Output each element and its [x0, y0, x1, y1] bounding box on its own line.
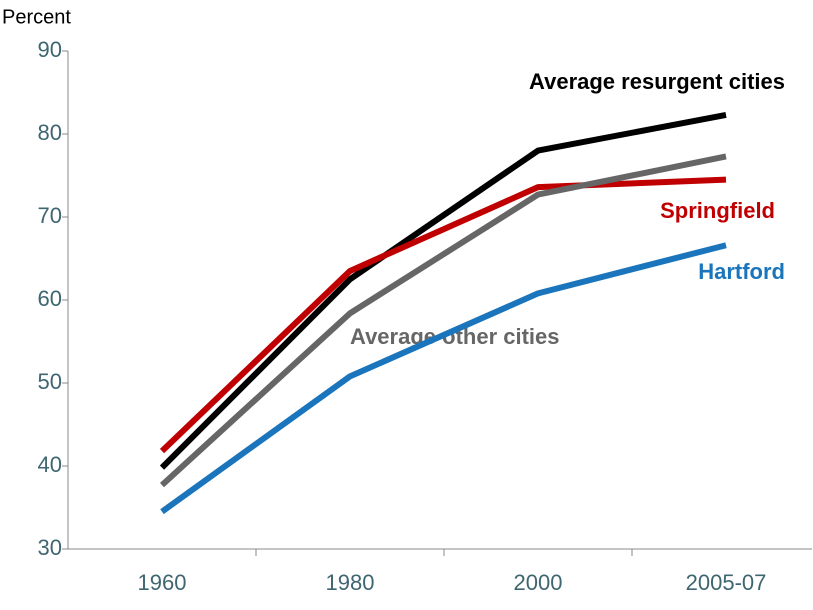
series-label: Springfield	[660, 198, 775, 223]
y-tick-label: 50	[38, 369, 62, 394]
x-tick-label: 2000	[514, 570, 563, 595]
series-line	[160, 242, 727, 515]
y-tick-label: 90	[38, 37, 62, 62]
x-tick-label: 1980	[326, 570, 375, 595]
y-tick-label: 80	[38, 120, 62, 145]
series-line	[159, 111, 727, 470]
x-tick-label: 1960	[138, 570, 187, 595]
y-tick-label: 40	[38, 452, 62, 477]
y-axis-label: Percent	[2, 6, 71, 28]
series-line	[159, 176, 727, 454]
y-tick-label: 30	[38, 535, 62, 560]
series-label: Hartford	[698, 259, 785, 284]
y-tick-label: 60	[38, 286, 62, 311]
series-line	[159, 153, 727, 488]
y-tick-label: 70	[38, 203, 62, 228]
x-tick-label: 2005-07	[686, 570, 767, 595]
series-label: Average resurgent cities	[529, 69, 785, 94]
